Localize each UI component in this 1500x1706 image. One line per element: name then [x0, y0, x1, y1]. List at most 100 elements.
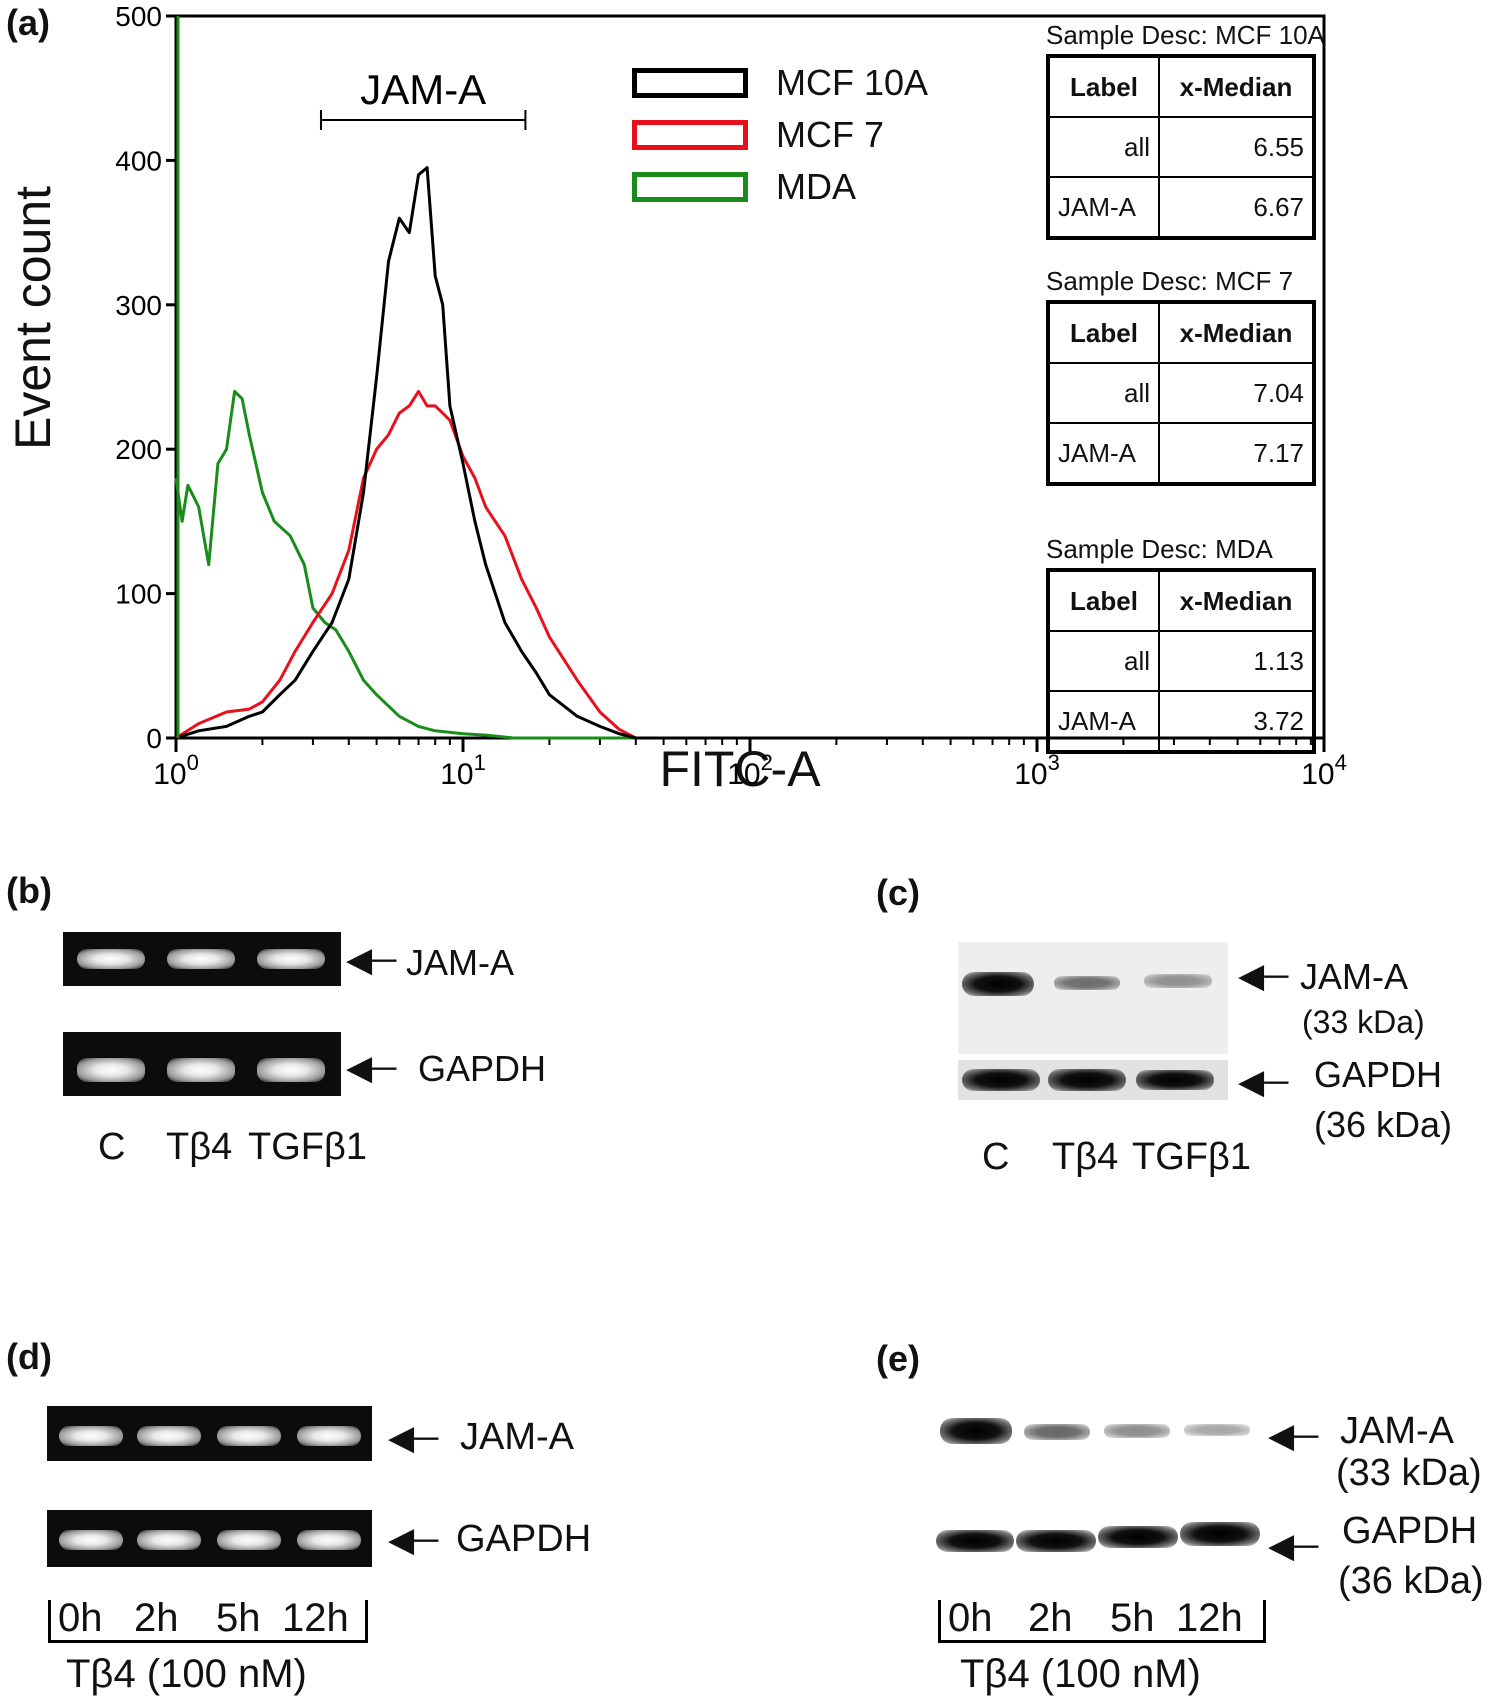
stat-table-header: Label x-Median	[1050, 58, 1312, 118]
panel-a-label: (a)	[6, 2, 50, 43]
x-axis-label: FITC-A	[659, 741, 821, 797]
stat-table-row: all 6.55	[1050, 118, 1312, 178]
band	[1136, 1070, 1214, 1090]
stat-table-cell: 7.17	[1253, 437, 1304, 468]
blot-c-label-jam-a: JAM-A	[1300, 956, 1408, 997]
y-tick-label: 0	[146, 723, 162, 754]
band	[1104, 1424, 1170, 1438]
band	[940, 1418, 1012, 1444]
arrow-e-gapdh: ◀─	[1268, 1527, 1319, 1565]
band	[1144, 974, 1212, 988]
band	[167, 949, 235, 969]
gel-d-label-gapdh: GAPDH	[456, 1518, 592, 1560]
y-tick-label: 400	[115, 145, 162, 176]
stat-table-cell: 7.04	[1253, 377, 1304, 408]
gel-b-label-gapdh: GAPDH	[418, 1048, 547, 1089]
gel-b-lane-2: Tβ4	[166, 1126, 233, 1168]
legend-label-mda: MDA	[776, 166, 856, 207]
legend-label-mcf10a: MCF 10A	[776, 62, 929, 103]
panel-e-label: (e)	[876, 1338, 920, 1379]
band	[59, 1426, 123, 1446]
stat-table-row: all 1.13	[1050, 632, 1312, 692]
band	[257, 1058, 325, 1082]
band	[1180, 1522, 1260, 1546]
band	[167, 1058, 235, 1082]
gel-b-jam-a	[63, 932, 341, 986]
stat-table-header-cell: Label	[1050, 572, 1160, 630]
x-tick-label: 103	[1014, 750, 1060, 791]
stat-table-header: Label x-Median	[1050, 572, 1312, 632]
band	[217, 1426, 281, 1446]
panel-b-label: (b)	[6, 870, 52, 911]
blot-c-jam-a	[958, 942, 1228, 1054]
stat-table-title: Sample Desc: MCF 7	[1046, 266, 1294, 296]
stat-table-cell: 1.13	[1253, 645, 1304, 676]
band	[137, 1426, 201, 1446]
panel-d-label: (d)	[6, 1336, 52, 1377]
band	[77, 1058, 145, 1082]
arrow-c-gapdh: ◀─	[1238, 1063, 1289, 1101]
stat-table-header: Label x-Median	[1050, 304, 1312, 364]
legend-swatch-mda	[632, 172, 748, 202]
panel-c-label: (c)	[876, 872, 920, 913]
stat-table-cell: 6.67	[1253, 191, 1304, 222]
blot-e-lane-4: 12h	[1176, 1596, 1243, 1640]
gel-d-jam-a	[47, 1406, 372, 1461]
band	[297, 1530, 361, 1550]
blot-c-lane-1: C	[982, 1136, 1010, 1178]
stat-table-cell: JAM-A	[1050, 178, 1160, 236]
stat-table-cell: JAM-A	[1050, 692, 1160, 750]
band	[936, 1530, 1014, 1552]
blot-e-label-gapdh: GAPDH	[1342, 1510, 1478, 1552]
blot-c-mw-jam-a: (33 kDa)	[1302, 1004, 1425, 1040]
y-tick-label: 500	[115, 1, 162, 32]
stat-table-row: JAM-A 7.17	[1050, 424, 1312, 482]
stat-table: Label x-Median all 6.55 JAM-A 6.67	[1046, 54, 1316, 240]
arrow-b-gapdh: ◀─	[346, 1049, 397, 1087]
gel-d-lane-4: 12h	[282, 1596, 349, 1640]
gate-label: JAM-A	[360, 66, 486, 113]
x-tick-label: 101	[440, 750, 486, 791]
stat-table-cell: all	[1050, 118, 1160, 176]
gel-d-treatment: Tβ4 (100 nM)	[66, 1652, 307, 1696]
x-tick-label: 102	[727, 750, 773, 791]
y-tick-label: 200	[115, 434, 162, 465]
stat-table-header-cell: x-Median	[1179, 585, 1293, 616]
arrow-d-gapdh: ◀─	[388, 1521, 439, 1559]
stat-table-cell: all	[1050, 364, 1160, 422]
blot-c-label-gapdh: GAPDH	[1314, 1054, 1443, 1095]
blot-e-lane-bracket	[938, 1600, 1266, 1643]
blot-e-area	[932, 1402, 1260, 1572]
gel-d-lane-2: 2h	[134, 1596, 179, 1640]
blot-e-lane-3: 5h	[1110, 1596, 1155, 1640]
gel-d-gapdh	[47, 1510, 372, 1567]
blot-e-treatment: Tβ4 (100 nM)	[960, 1652, 1201, 1696]
stat-table-row: JAM-A 6.67	[1050, 178, 1312, 236]
arrow-c-jam-a: ◀─	[1238, 957, 1289, 995]
legend: MCF 10A MCF 7 MDA	[632, 60, 952, 220]
arrow-e-jam-a: ◀─	[1268, 1417, 1319, 1455]
band	[59, 1530, 123, 1550]
blot-e-label-jam-a: JAM-A	[1340, 1410, 1454, 1452]
band	[217, 1530, 281, 1550]
gel-b-gapdh	[63, 1032, 341, 1096]
stat-table-title: Sample Desc: MCF 10A	[1046, 20, 1325, 50]
stat-table: Label x-Median all 1.13 JAM-A 3.72	[1046, 568, 1316, 754]
blot-e-mw-gapdh: (36 kDa)	[1338, 1560, 1484, 1602]
gel-b-lane-3: TGFβ1	[248, 1126, 367, 1168]
blot-c-lane-2: Tβ4	[1052, 1136, 1119, 1178]
stat-table-row: JAM-A 3.72	[1050, 692, 1312, 750]
stat-table-cell: 6.55	[1253, 131, 1304, 162]
y-tick-label: 300	[115, 290, 162, 321]
gel-d-label-jam-a: JAM-A	[460, 1416, 574, 1458]
stat-table-row: all 7.04	[1050, 364, 1312, 424]
arrow-b-jam-a: ◀─	[346, 941, 397, 979]
x-tick-label: 100	[153, 750, 199, 791]
blot-c-gapdh	[958, 1060, 1228, 1100]
gel-b-lane-1: C	[98, 1126, 126, 1168]
series-line-mcf-7	[175, 389, 1324, 740]
legend-label-mcf7: MCF 7	[776, 114, 884, 155]
stat-table-header-cell: Label	[1050, 58, 1160, 116]
band	[257, 949, 325, 969]
